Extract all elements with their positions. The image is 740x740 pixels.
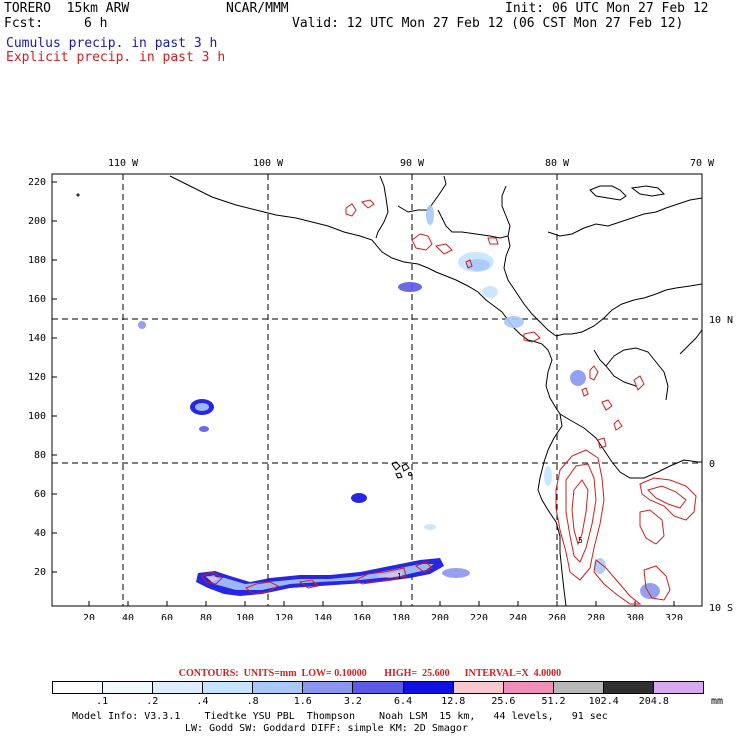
colorbar-swatch: [203, 682, 254, 693]
lon-label-80w: 80 W: [545, 158, 570, 169]
contour-label-2: 5: [578, 536, 583, 545]
colorbar-swatch: [403, 682, 454, 693]
map-frame: [51, 173, 703, 607]
field-cumulus-label: Cumulus precip. in past 3 h: [6, 36, 218, 51]
colorbar-units: mm: [711, 696, 724, 707]
galapagos-islands: [76, 193, 412, 479]
colorbar-label: 25.6: [491, 696, 516, 707]
colorbar-swatch: [253, 682, 304, 693]
x-tick-label: 120: [275, 613, 293, 620]
x-tick-label: 220: [470, 613, 488, 620]
header-fcst-label: Fcst:: [4, 16, 44, 31]
explicit-precip: [201, 199, 697, 605]
colorbar-label: 6.4: [394, 696, 413, 707]
colorbar-swatch: [653, 682, 704, 693]
colorbar-label: 204.8: [638, 696, 669, 707]
colorbar-label: 3.2: [343, 696, 362, 707]
colorbar-swatch: [553, 682, 604, 693]
colorbar-label: 1.6: [293, 696, 312, 707]
lat-label-0: 0: [709, 459, 715, 470]
x-tick-label: 320: [665, 613, 683, 620]
colorbar-swatch: [603, 682, 654, 693]
top-lon-labels: 110 W 100 W 90 W 80 W 70 W: [108, 158, 715, 169]
colorbar-label: 51.2: [541, 696, 566, 707]
lon-label-100w: 100 W: [253, 158, 284, 169]
y-tick-labels: 220 200 180 160 140 120 100 80 60 40 20: [28, 177, 46, 578]
x-tick-label: 40: [122, 613, 134, 620]
lat-label-10s: 10 S: [709, 603, 733, 614]
x-tick-label: 260: [548, 613, 566, 620]
colorbar-label: .4: [196, 696, 209, 707]
tick-marks: [52, 181, 675, 606]
colorbar-label: 102.4: [588, 696, 619, 707]
y-tick-label: 100: [28, 411, 46, 422]
colorbar: [52, 681, 704, 694]
y-tick-label: 180: [28, 255, 46, 266]
colorbar-swatch: [353, 682, 404, 693]
header-model-name: TORERO 15km ARW: [4, 1, 130, 16]
cumulus-precip: [138, 205, 660, 599]
right-lat-labels: 10 N 0 10 S: [709, 315, 733, 614]
y-tick-label: 200: [28, 216, 46, 227]
x-tick-label: 100: [236, 613, 254, 620]
precip-map: 1 5 110 W 100 W 90 W 80 W 70 W 10 N 0 10…: [28, 158, 733, 620]
y-tick-label: 60: [34, 489, 46, 500]
header-init: Init: 06 UTC Mon 27 Feb 12: [505, 1, 709, 16]
header-fcst-value: 6 h: [84, 16, 108, 31]
colorbar-swatch: [153, 682, 204, 693]
x-tick-label: 200: [431, 613, 449, 620]
colorbar-swatch: [103, 682, 154, 693]
x-tick-label: 20: [83, 613, 95, 620]
colorbar-label: 12.8: [441, 696, 466, 707]
colorbar-swatch: [303, 682, 354, 693]
y-tick-label: 20: [34, 567, 46, 578]
lon-label-70w: 70 W: [690, 158, 715, 169]
graticule: [52, 174, 702, 606]
header-org: NCAR/MMM: [226, 1, 289, 16]
x-tick-label: 80: [200, 613, 212, 620]
x-tick-label: 240: [509, 613, 527, 620]
lat-label-10n: 10 N: [709, 315, 733, 326]
y-tick-label: 220: [28, 177, 46, 188]
x-tick-label: 140: [314, 613, 332, 620]
x-tick-label: 180: [392, 613, 410, 620]
x-tick-labels: 20 40 60 80 100 120 140 160 180 200 220 …: [83, 613, 683, 620]
model-info-line: Model Info: V3.3.1 Tiedtke YSU PBL Thomp…: [72, 711, 608, 722]
y-tick-label: 140: [28, 333, 46, 344]
colorbar-label: .8: [246, 696, 259, 707]
header-valid: Valid: 12 UTC Mon 27 Feb 12 (06 CST Mon …: [292, 16, 684, 31]
y-tick-label: 40: [34, 528, 46, 539]
colorbar-label: .1: [96, 696, 109, 707]
y-tick-label: 160: [28, 294, 46, 305]
x-tick-label: 280: [587, 613, 605, 620]
colorbar-swatch: [503, 682, 554, 693]
lon-label-110w: 110 W: [108, 158, 139, 169]
colorbar-label: .2: [146, 696, 159, 707]
x-tick-label: 60: [161, 613, 173, 620]
colorbar-swatch: [53, 682, 104, 693]
colorbar-labels: .1 .2 .4 .8 1.6 3.2 6.4 12.8 25.6 51.2 102.4 204.8: [52, 696, 704, 708]
y-tick-label: 80: [34, 450, 46, 461]
contour-label-1: 1: [397, 572, 402, 581]
x-tick-label: 160: [353, 613, 371, 620]
explicit-precip-fill: [206, 571, 402, 582]
y-tick-label: 120: [28, 372, 46, 383]
x-tick-label: 300: [626, 613, 644, 620]
contours-info: CONTOURS: UNITS=mm LOW= 0.10000 HIGH= 25…: [178, 668, 562, 679]
lon-label-90w: 90 W: [400, 158, 425, 169]
coastline: [169, 175, 703, 607]
field-explicit-label: Explicit precip. in past 3 h: [6, 50, 226, 65]
physics-info-line: LW: Godd SW: Goddard DIFF: simple KM: 2D…: [185, 723, 468, 734]
colorbar-swatch: [453, 682, 504, 693]
